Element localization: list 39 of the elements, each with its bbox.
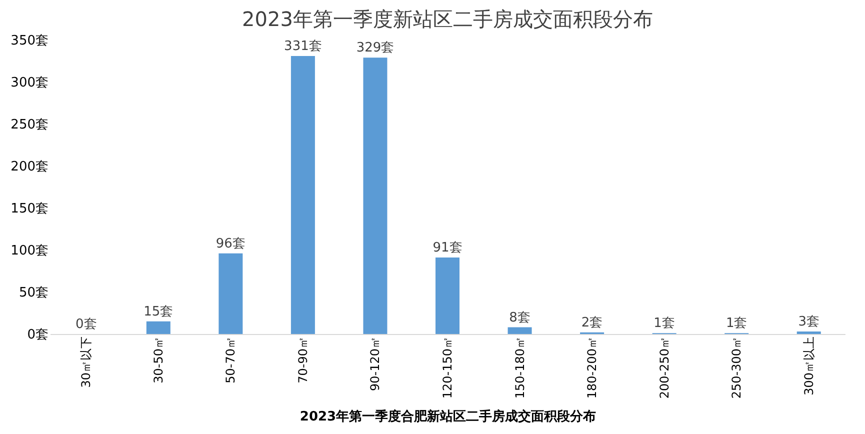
x-tick-label: 70-90㎡ <box>296 336 310 384</box>
data-label: 15套 <box>144 304 174 320</box>
data-label: 8套 <box>509 310 530 326</box>
bar <box>146 321 170 334</box>
y-tick-label: 200套 <box>10 160 48 174</box>
y-tick-label: 100套 <box>10 244 48 258</box>
y-tick-label: 0套 <box>27 328 48 342</box>
y-tick-label: 150套 <box>10 202 48 216</box>
data-label: 331套 <box>284 38 322 54</box>
x-tick-label: 90-120㎡ <box>368 336 382 392</box>
data-label: 2套 <box>581 315 603 330</box>
data-label: 329套 <box>356 40 394 56</box>
y-tick-label: 300套 <box>10 76 48 90</box>
x-tick-label: 50-70㎡ <box>224 336 238 384</box>
x-tick-label: 200-250㎡ <box>657 336 672 399</box>
x-tick-label: 180-200㎡ <box>585 336 600 399</box>
data-label: 1套 <box>654 316 675 332</box>
chart-title: 2023年第一季度新站区二手房成交面积段分布 <box>242 7 653 31</box>
bar <box>796 331 821 334</box>
data-label: 3套 <box>798 314 820 330</box>
data-label: 96套 <box>216 236 246 252</box>
x-tick-label: 30-50㎡ <box>151 336 166 384</box>
y-tick-label: 350套 <box>10 34 48 48</box>
bar <box>363 58 388 334</box>
x-tick-label: 120-150㎡ <box>440 336 454 399</box>
bar <box>436 258 460 334</box>
data-label: 0套 <box>75 317 97 332</box>
x-axis-title: 2023年第一季度合肥新站区二手房成交面积段分布 <box>300 408 596 425</box>
y-tick-label: 50套 <box>18 286 48 300</box>
bar <box>508 327 532 334</box>
x-tick-label: 30㎡以下 <box>79 336 94 388</box>
x-tick-label: 250-300㎡ <box>730 336 744 399</box>
bar <box>290 56 315 334</box>
x-tick-label: 150-180㎡ <box>512 336 527 399</box>
bar <box>218 253 243 334</box>
x-tick-label: 300㎡以上 <box>802 336 816 396</box>
data-label: 1套 <box>726 316 748 332</box>
y-tick-label: 250套 <box>10 118 48 132</box>
data-label: 91套 <box>432 240 462 256</box>
